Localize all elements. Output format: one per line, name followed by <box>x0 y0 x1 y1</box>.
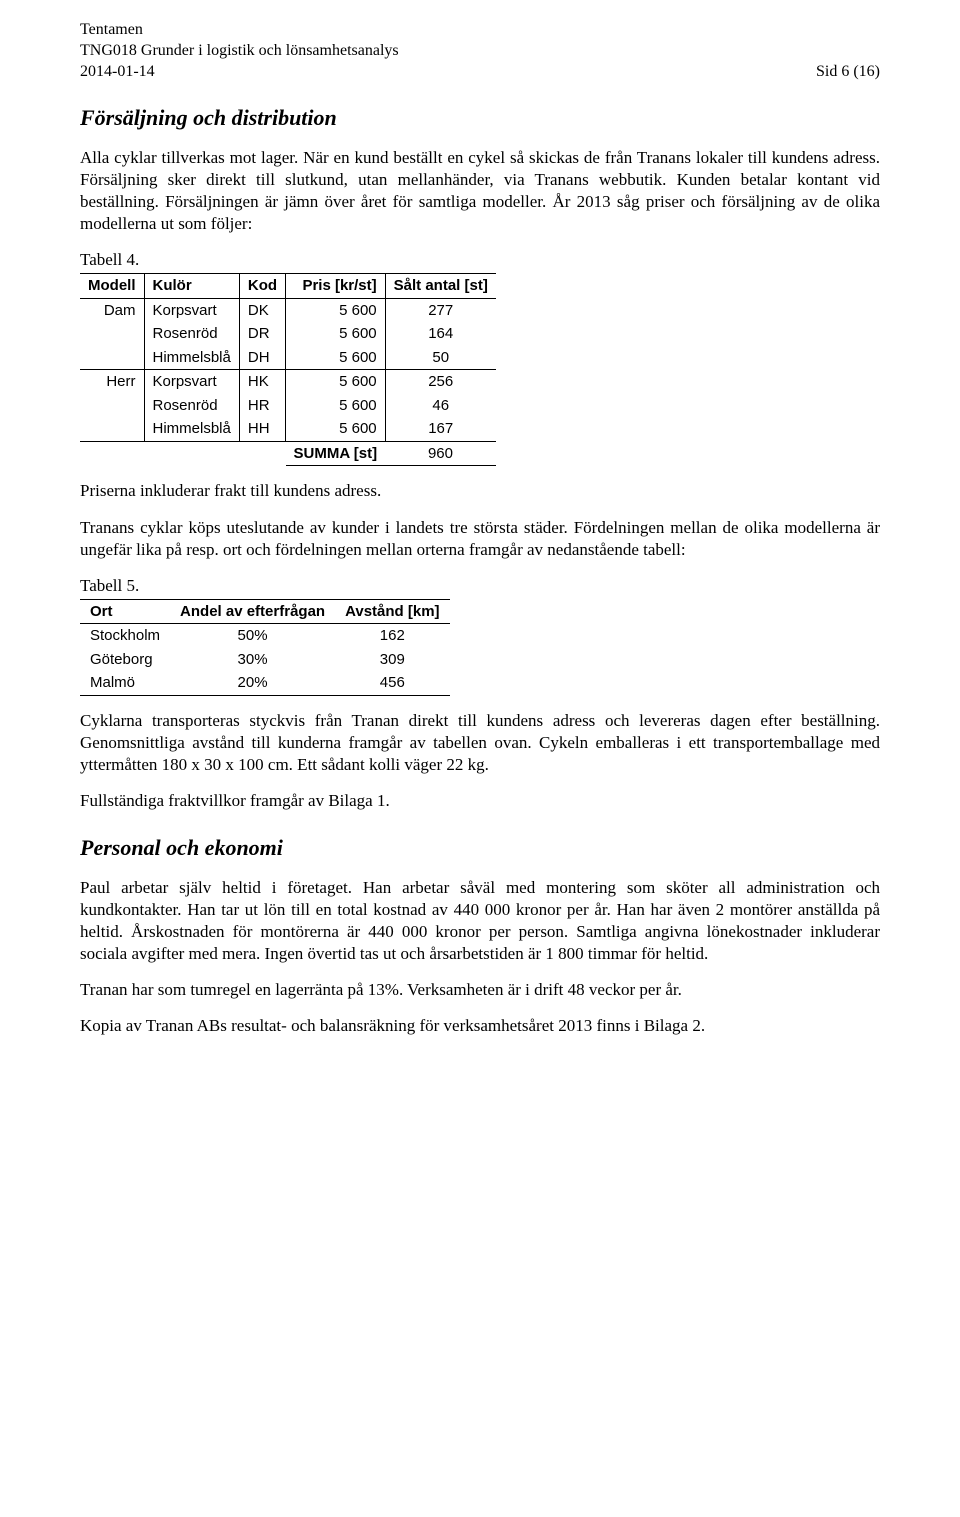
table-5: Ort Andel av efterfrågan Avstånd [km] St… <box>80 599 450 696</box>
th-ort: Ort <box>80 599 170 624</box>
th-andel: Andel av efterfrågan <box>170 599 335 624</box>
cell: 277 <box>385 298 496 322</box>
sum-label: SUMMA [st] <box>286 441 386 466</box>
page-header: Tentamen TNG018 Grunder i logistik och l… <box>80 20 880 82</box>
group-label: Herr <box>80 370 144 394</box>
cell: Korpsvart <box>144 298 239 322</box>
section-title-sales: Försäljning och distribution <box>80 104 880 133</box>
cell: Himmelsblå <box>144 417 239 441</box>
th-modell: Modell <box>80 274 144 299</box>
cell: 164 <box>385 322 496 346</box>
cell: 5 600 <box>286 370 386 394</box>
cell: 167 <box>385 417 496 441</box>
cell: 50 <box>385 346 496 370</box>
cell: 5 600 <box>286 417 386 441</box>
th-pris: Pris [kr/st] <box>286 274 386 299</box>
header-date: 2014-01-14 <box>80 62 155 83</box>
cell: 5 600 <box>286 298 386 322</box>
group-label: Dam <box>80 298 144 322</box>
table-row: Rosenröd DR 5 600 164 <box>80 322 496 346</box>
paragraph: Paul arbetar själv heltid i företaget. H… <box>80 877 880 965</box>
cell: 46 <box>385 394 496 418</box>
cell: HR <box>239 394 285 418</box>
table-row: Stockholm 50% 162 <box>80 624 450 648</box>
cell: Rosenröd <box>144 322 239 346</box>
paragraph: Priserna inkluderar frakt till kundens a… <box>80 480 880 502</box>
table-4: Modell Kulör Kod Pris [kr/st] Sålt antal… <box>80 273 496 466</box>
cell: 309 <box>335 648 449 672</box>
table-4-label: Tabell 4. <box>80 249 880 271</box>
cell: 256 <box>385 370 496 394</box>
header-page-number: Sid 6 (16) <box>816 62 880 83</box>
table-sum-row: SUMMA [st] 960 <box>80 441 496 466</box>
cell: Rosenröd <box>144 394 239 418</box>
cell: Malmö <box>80 671 170 695</box>
cell: DR <box>239 322 285 346</box>
table-row: Malmö 20% 456 <box>80 671 450 695</box>
cell: DH <box>239 346 285 370</box>
th-salt: Sålt antal [st] <box>385 274 496 299</box>
cell: HK <box>239 370 285 394</box>
cell: 5 600 <box>286 322 386 346</box>
cell: 50% <box>170 624 335 648</box>
table-row: Göteborg 30% 309 <box>80 648 450 672</box>
table-row: Herr Korpsvart HK 5 600 256 <box>80 370 496 394</box>
th-kulor: Kulör <box>144 274 239 299</box>
sum-value: 960 <box>385 441 496 466</box>
paragraph: Tranan har som tumregel en lagerränta på… <box>80 979 880 1001</box>
page: Tentamen TNG018 Grunder i logistik och l… <box>0 0 960 1517</box>
cell: Himmelsblå <box>144 346 239 370</box>
cell: 456 <box>335 671 449 695</box>
paragraph: Fullständiga fraktvillkor framgår av Bil… <box>80 790 880 812</box>
cell: DK <box>239 298 285 322</box>
th-kod: Kod <box>239 274 285 299</box>
header-line-2: TNG018 Grunder i logistik och lönsamhets… <box>80 41 880 62</box>
table-row: Himmelsblå HH 5 600 167 <box>80 417 496 441</box>
cell: Korpsvart <box>144 370 239 394</box>
paragraph: Cyklarna transporteras styckvis från Tra… <box>80 710 880 776</box>
cell: Göteborg <box>80 648 170 672</box>
cell: 30% <box>170 648 335 672</box>
cell: 162 <box>335 624 449 648</box>
section-title-personnel: Personal och ekonomi <box>80 834 880 863</box>
cell: 20% <box>170 671 335 695</box>
table-row: Dam Korpsvart DK 5 600 277 <box>80 298 496 322</box>
table-row: Rosenröd HR 5 600 46 <box>80 394 496 418</box>
paragraph: Kopia av Tranan ABs resultat- och balans… <box>80 1015 880 1037</box>
header-line-1: Tentamen <box>80 20 880 41</box>
th-avstand: Avstånd [km] <box>335 599 449 624</box>
table-row: Himmelsblå DH 5 600 50 <box>80 346 496 370</box>
table-5-label: Tabell 5. <box>80 575 880 597</box>
cell: HH <box>239 417 285 441</box>
cell: 5 600 <box>286 346 386 370</box>
cell: 5 600 <box>286 394 386 418</box>
paragraph: Tranans cyklar köps uteslutande av kunde… <box>80 517 880 561</box>
cell: Stockholm <box>80 624 170 648</box>
paragraph: Alla cyklar tillverkas mot lager. När en… <box>80 147 880 235</box>
